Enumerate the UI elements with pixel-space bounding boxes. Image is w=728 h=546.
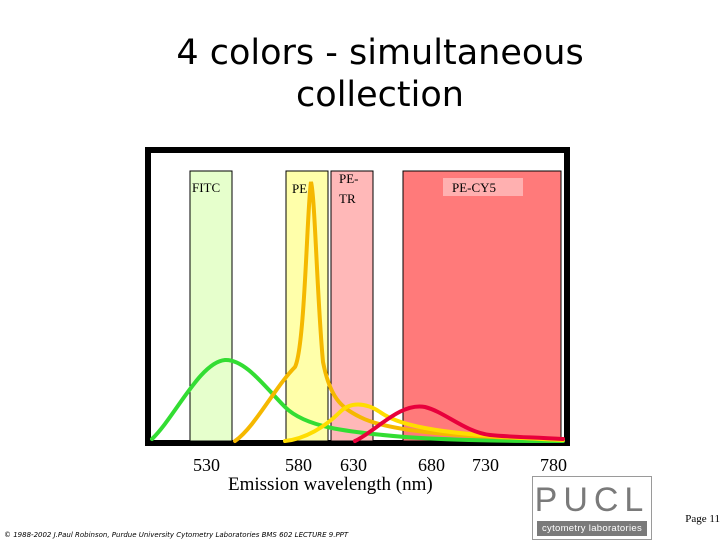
curve-pe bbox=[233, 181, 565, 443]
curve-pe-tr bbox=[283, 402, 565, 443]
filter-label-pe-cy5-box bbox=[443, 178, 523, 196]
x-axis-label: Emission wavelength (nm) bbox=[228, 474, 433, 495]
pucl-logo: PUCL cytometry laboratories bbox=[532, 476, 652, 540]
filter-label-pe-cy5: PE-CY5 bbox=[452, 180, 496, 195]
filter-label-pe-tr-line2: TR bbox=[339, 191, 356, 206]
tick-label: 730 bbox=[472, 455, 499, 475]
copyright-footer: © 1988-2002 J.Paul Robinson, Purdue Univ… bbox=[4, 531, 349, 539]
filter-band-pe-tr bbox=[330, 170, 374, 442]
page-number: Page 11 bbox=[685, 513, 720, 525]
emission-spectra-diagram: FITC PE PE- TR PE-CY5 bbox=[145, 147, 570, 446]
filter-band-pe-cy5 bbox=[402, 170, 562, 442]
tick-label: 530 bbox=[193, 455, 220, 475]
filter-label-fitc: FITC bbox=[192, 180, 220, 195]
filter-label-pe-tr-line1: PE- bbox=[339, 171, 359, 186]
tick-label: 780 bbox=[540, 455, 567, 475]
curve-pe-cy5 bbox=[353, 404, 565, 443]
filter-band-fitc bbox=[189, 170, 233, 442]
filter-label-pe: PE bbox=[292, 181, 307, 196]
slide-title-line1: 4 colors - simultaneous bbox=[176, 33, 584, 73]
tick-label: 580 bbox=[285, 455, 312, 475]
slide-title-line2: collection bbox=[296, 75, 464, 115]
tick-label: 680 bbox=[418, 455, 445, 475]
slide-title: 4 colors - simultaneous collection bbox=[100, 32, 660, 116]
curve-fitc bbox=[150, 357, 565, 443]
logo-subtitle: cytometry laboratories bbox=[537, 521, 647, 536]
logo-letters: PUCL bbox=[534, 481, 650, 519]
tick-label: 630 bbox=[340, 455, 367, 475]
